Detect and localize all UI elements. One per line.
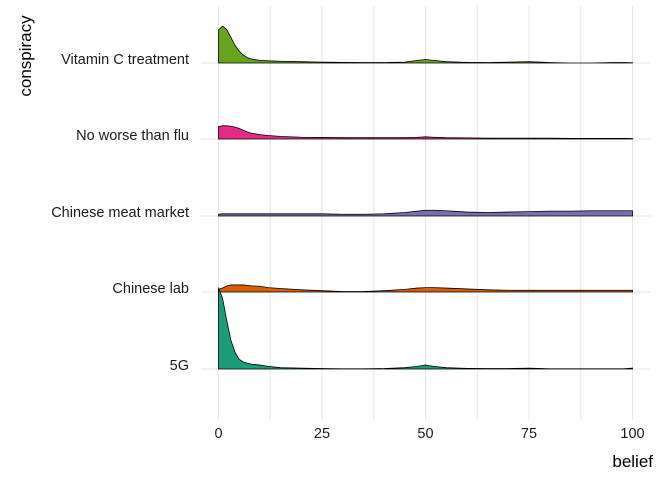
y-tick-label: 5G <box>170 358 189 374</box>
x-tick-label: 100 <box>620 426 644 442</box>
ridge-no-worse-than-flu <box>218 125 633 140</box>
x-tick-label: 0 <box>214 426 222 442</box>
x-tick-label: 50 <box>417 426 433 442</box>
y-tick-label: Vitamin C treatment <box>61 52 189 68</box>
x-tick-label: 25 <box>314 426 330 442</box>
x-tick-label: 75 <box>521 426 537 442</box>
ridge-chinese-meat-market <box>218 209 633 217</box>
x-tick-labels: 0 25 50 75 100 <box>214 426 644 442</box>
y-tick-label: No worse than flu <box>76 128 189 144</box>
y-tick-labels: Vitamin C treatment No worse than flu Chin… <box>51 52 189 374</box>
ridge-5g <box>218 287 633 370</box>
ridges <box>218 25 633 370</box>
ridge-chinese-lab <box>218 284 633 293</box>
ridge-vitamin-c-treatment <box>218 25 633 64</box>
y-axis-title: conspiracy <box>16 15 35 97</box>
y-tick-label: Chinese meat market <box>51 205 189 221</box>
y-tick-label: Chinese lab <box>112 281 189 297</box>
x-axis-title: belief <box>612 452 653 471</box>
